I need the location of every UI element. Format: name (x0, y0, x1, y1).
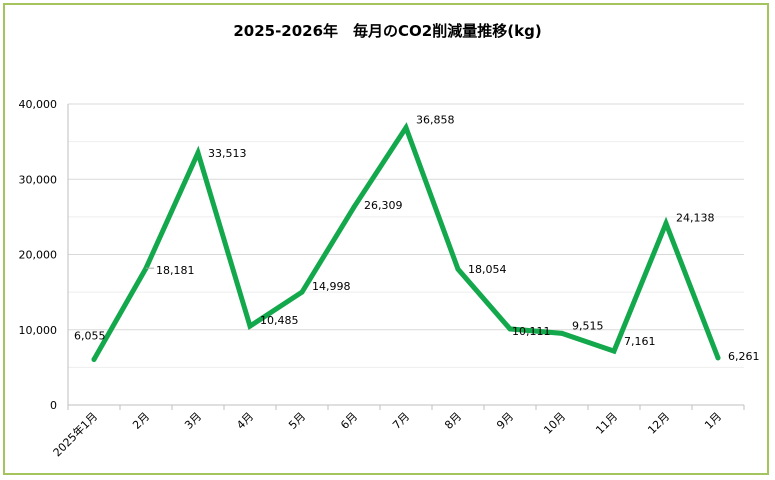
data-label: 26,309 (364, 199, 403, 212)
data-label: 10,485 (260, 314, 299, 327)
chart-title: 2025-2026年 毎月のCO2削減量推移(kg) (233, 22, 542, 40)
data-label: 33,513 (208, 147, 247, 160)
y-tick-label: 10,000 (19, 324, 58, 337)
data-point (455, 266, 461, 272)
data-point (403, 125, 409, 131)
x-tick-label: 4月 (234, 410, 256, 432)
data-point (663, 220, 669, 226)
data-point (507, 326, 513, 332)
data-label: 9,515 (572, 319, 604, 332)
x-tick-label: 6月 (338, 410, 360, 432)
x-tick-label: 2月 (130, 410, 152, 432)
data-point (715, 355, 721, 361)
x-tick-label: 8月 (442, 410, 464, 432)
x-tick-label: 12月 (645, 410, 672, 437)
x-tick-label: 9月 (494, 410, 516, 432)
series-line (91, 122, 721, 362)
data-label: 10,111 (512, 325, 551, 338)
data-label: 18,181 (156, 264, 195, 277)
data-label: 6,055 (74, 329, 106, 342)
data-point (195, 150, 201, 156)
y-tick-label: 40,000 (19, 98, 58, 111)
data-label: 18,054 (468, 263, 507, 276)
x-tick-label: 11月 (593, 410, 620, 437)
data-label: 36,858 (416, 114, 455, 127)
y-tick-label: 0 (50, 399, 57, 412)
data-point (351, 204, 357, 210)
x-tick-label: 7月 (390, 410, 412, 432)
x-tick-label: 1月 (702, 410, 724, 432)
data-point (299, 289, 305, 295)
data-point (91, 356, 97, 362)
chart-frame (3, 3, 769, 475)
y-tick-label: 30,000 (19, 173, 58, 186)
data-label: 14,998 (312, 280, 351, 293)
data-point (247, 323, 253, 329)
y-tick-label: 20,000 (19, 249, 58, 262)
data-point (611, 348, 617, 354)
x-tick-label: 5月 (286, 410, 308, 432)
x-tick-label: 10月 (541, 410, 568, 437)
x-tick-label: 2025年1月 (50, 409, 100, 459)
x-tick-label: 3月 (182, 410, 204, 432)
data-label: 24,138 (676, 211, 715, 224)
data-point (559, 330, 565, 336)
data-label: 7,161 (624, 335, 656, 348)
data-label: 6,261 (728, 350, 760, 363)
